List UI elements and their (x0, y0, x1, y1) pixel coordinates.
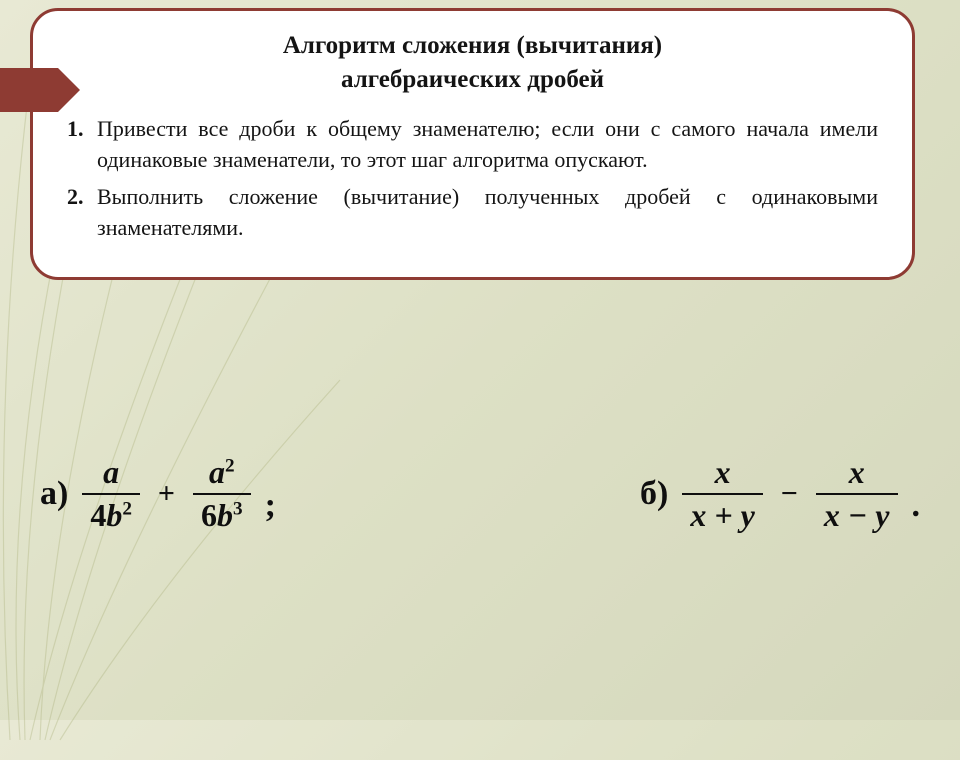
problem-b: б) x x + y − x x − y . (640, 455, 920, 533)
problem-a-frac-1-num: a (103, 454, 119, 490)
heading-line-2: алгебраических дробей (341, 66, 604, 93)
problem-a-label: а) (40, 475, 68, 513)
problem-b-frac-2: x x − y (816, 455, 898, 533)
problem-b-frac-1-num: x (715, 454, 731, 490)
problem-b-punct: . (912, 487, 921, 525)
problem-b-frac-1-den: x + y (690, 497, 754, 533)
problem-a: а) a 4b2 + a2 6b3 ; (40, 455, 276, 533)
problems-row: а) a 4b2 + a2 6b3 ; б) x x + y − x x − y… (40, 455, 920, 533)
info-card: Алгоритм сложения (вычитания) алгебраиче… (30, 8, 915, 280)
heading-line-1: Алгоритм сложения (вычитания) (283, 32, 662, 59)
step-2: Выполнить сложение (вычитание) полученны… (67, 181, 878, 243)
step-1: Привести все дроби к общему знаменателю;… (67, 113, 878, 175)
problem-b-label: б) (640, 475, 668, 513)
problem-a-frac-1: a 4b2 (82, 455, 140, 533)
problem-a-punct: ; (265, 487, 276, 525)
algorithm-steps: Привести все дроби к общему знаменателю;… (67, 113, 878, 244)
problem-a-frac-1-den: 4b2 (90, 497, 132, 533)
accent-tab (0, 68, 58, 112)
problem-a-frac-2-num: a2 (209, 454, 235, 490)
problem-b-operator: − (777, 477, 802, 511)
problem-a-operator: + (154, 477, 179, 511)
problem-b-frac-1: x x + y (682, 455, 762, 533)
problem-a-frac-2: a2 6b3 (193, 455, 251, 533)
problem-b-frac-2-num: x (849, 454, 865, 490)
problem-b-frac-2-den: x − y (824, 497, 890, 533)
card-heading: Алгоритм сложения (вычитания) алгебраиче… (67, 29, 878, 97)
problem-a-frac-2-den: 6b3 (201, 497, 243, 533)
